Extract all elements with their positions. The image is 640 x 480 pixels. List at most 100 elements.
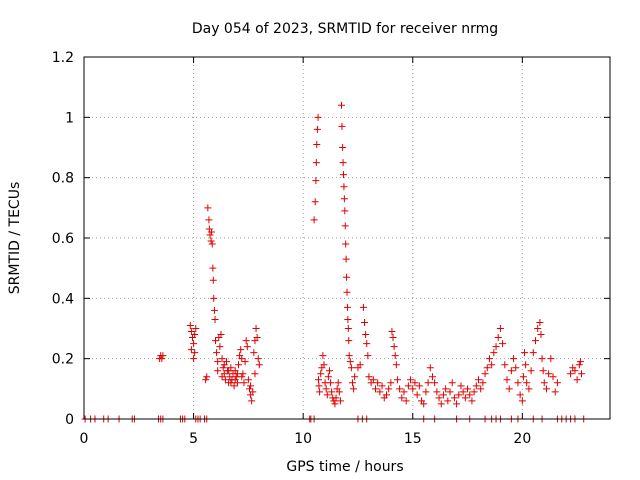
data-point — [219, 364, 227, 372]
data-point — [485, 355, 493, 363]
data-point — [340, 183, 348, 191]
data-point — [359, 303, 367, 311]
y-tick-label: 0.8 — [52, 171, 74, 187]
data-points — [81, 101, 588, 423]
data-point — [475, 376, 482, 384]
data-point — [216, 343, 224, 351]
data-point — [192, 325, 200, 332]
data-point — [186, 321, 194, 329]
data-point — [344, 325, 352, 332]
data-point — [393, 376, 401, 384]
data-point — [213, 349, 221, 357]
data-point — [407, 376, 415, 384]
data-point — [214, 367, 222, 375]
data-point — [208, 240, 216, 248]
data-point — [492, 343, 500, 351]
data-point — [327, 379, 335, 387]
data-point — [345, 337, 353, 345]
data-point — [527, 367, 535, 375]
data-point — [348, 379, 356, 387]
data-point — [371, 385, 379, 393]
data-point — [553, 379, 561, 387]
data-point — [310, 216, 318, 224]
data-point — [567, 370, 575, 378]
data-point — [233, 370, 241, 378]
data-point — [247, 382, 255, 390]
data-point — [547, 355, 555, 363]
data-point — [204, 204, 212, 212]
data-point — [231, 376, 239, 384]
data-point — [519, 373, 527, 381]
data-point — [328, 388, 336, 396]
y-tick-label: 1.2 — [52, 50, 74, 66]
data-point — [390, 343, 398, 351]
data-point — [529, 349, 537, 357]
data-point — [499, 340, 507, 348]
data-point — [255, 361, 263, 369]
data-point — [217, 331, 225, 339]
data-point — [319, 352, 327, 360]
data-point — [244, 376, 252, 384]
grid-layer — [84, 57, 610, 419]
data-point — [207, 237, 215, 245]
data-point — [494, 334, 502, 342]
data-point — [522, 361, 530, 369]
data-point — [481, 370, 489, 378]
data-point — [413, 391, 421, 399]
data-point — [315, 382, 323, 390]
data-point — [536, 318, 544, 326]
data-point — [314, 113, 322, 121]
data-point — [446, 388, 454, 396]
data-point — [453, 400, 461, 408]
data-point — [240, 379, 248, 387]
data-point — [396, 385, 404, 393]
data-point — [191, 349, 199, 357]
x-axis-title: GPS time / hours — [286, 459, 403, 475]
data-point — [218, 355, 226, 363]
data-point — [364, 352, 372, 360]
data-point — [187, 328, 195, 336]
data-point — [505, 385, 513, 393]
data-point — [525, 385, 533, 393]
data-point — [400, 388, 408, 396]
data-point — [571, 367, 579, 375]
data-point — [514, 379, 522, 387]
y-tick-label: 0.2 — [52, 352, 74, 368]
x-tick-label: 15 — [404, 431, 422, 447]
data-point — [343, 288, 351, 296]
data-point — [339, 159, 347, 167]
data-point — [209, 276, 217, 284]
data-point — [539, 367, 547, 375]
data-point — [346, 358, 354, 366]
data-point — [545, 370, 553, 378]
data-point — [392, 361, 400, 369]
data-point — [542, 385, 550, 393]
data-point — [343, 273, 351, 281]
data-point — [531, 337, 539, 345]
data-point — [496, 325, 504, 332]
data-point — [210, 306, 218, 314]
data-point — [191, 331, 199, 339]
data-point — [242, 337, 250, 345]
data-point — [376, 388, 384, 396]
data-point — [338, 101, 346, 109]
data-point — [518, 397, 526, 405]
data-point — [238, 373, 246, 381]
plot-frame — [83, 56, 611, 420]
data-point — [534, 325, 542, 332]
data-point — [332, 394, 340, 402]
data-point — [551, 388, 559, 396]
data-point — [212, 337, 219, 345]
data-point — [479, 379, 487, 387]
y-tick-label: 0.4 — [52, 291, 74, 307]
data-point — [457, 382, 465, 390]
data-point — [209, 264, 217, 272]
data-point — [202, 376, 210, 384]
data-point — [339, 144, 347, 151]
data-point — [507, 367, 515, 375]
data-point — [250, 349, 258, 357]
data-point — [344, 315, 352, 323]
data-point — [461, 394, 469, 402]
y-axis-title: SRMTID / TECUs — [7, 182, 23, 295]
data-point — [455, 391, 463, 399]
